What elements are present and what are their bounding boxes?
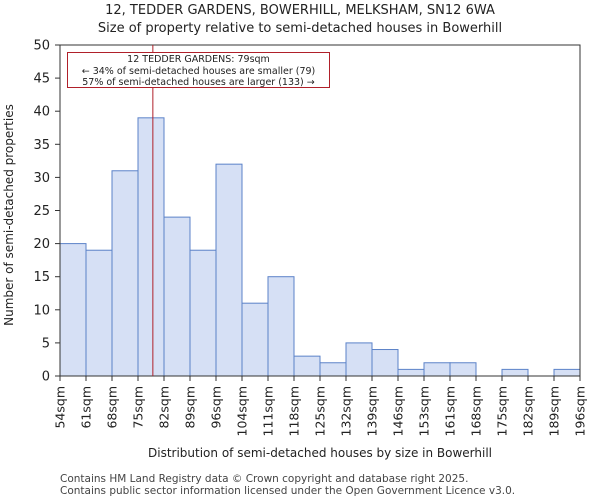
bar-161sqm <box>449 362 477 377</box>
bar-118sqm <box>293 355 321 377</box>
annotation-line-2: ← 34% of semi-detached houses are smalle… <box>81 65 316 77</box>
bar-75sqm <box>137 117 165 377</box>
x-axis-ticks: 54sqm 61sqm 68sqm 75sqm 82sqm 89sqm 96sqm 104sq… <box>53 376 588 436</box>
bar-189sqm <box>553 368 581 377</box>
bar-153sqm <box>423 362 451 377</box>
footer-copyright: Contains HM Land Registry data © Crown c… <box>60 473 469 485</box>
footer-licence: Contains public sector information licen… <box>60 485 516 497</box>
y-tick-label: 15 <box>33 270 50 285</box>
y-tick-label: 45 <box>33 72 50 87</box>
annotation-box: 12 TEDDER GARDENS: 79sqm ← 34% of semi-d… <box>67 52 330 88</box>
bar-175sqm <box>501 368 529 377</box>
x-tick-label: 61sqm <box>79 386 94 429</box>
x-tick-label: 153sqm <box>417 386 432 436</box>
x-tick-label: 161sqm <box>443 386 458 436</box>
y-tick-label: 20 <box>33 237 50 252</box>
bar-68sqm <box>111 170 139 377</box>
x-tick-label: 68sqm <box>105 386 120 429</box>
bar-139sqm <box>371 349 399 377</box>
y-tick-label: 35 <box>33 138 50 153</box>
x-tick-label: 89sqm <box>183 386 198 429</box>
x-tick-label: 96sqm <box>209 386 224 429</box>
bar-132sqm <box>345 342 373 377</box>
bar-82sqm <box>163 216 191 377</box>
bar-111sqm <box>267 276 295 377</box>
chart-subtitle: Size of property relative to semi-detach… <box>97 21 503 36</box>
x-tick-label: 182sqm <box>521 386 536 436</box>
x-tick-label: 189sqm <box>547 386 562 436</box>
bar-104sqm <box>241 302 269 377</box>
y-axis-label: Number of semi-detached properties <box>2 104 16 326</box>
x-tick-label: 118sqm <box>287 386 302 436</box>
bar-89sqm <box>189 249 217 377</box>
bar-54sqm <box>59 243 87 377</box>
histogram-chart: 0 5 10 15 20 25 30 35 40 45 50 54sqm 61sqm 68sqm 75sq… <box>2 39 588 461</box>
x-tick-label: 125sqm <box>313 386 328 436</box>
x-tick-label: 146sqm <box>391 386 406 436</box>
annotation-line-3: 57% of semi-detached houses are larger (… <box>82 77 315 88</box>
x-tick-label: 175sqm <box>495 386 510 436</box>
x-tick-label: 196sqm <box>573 386 588 436</box>
y-tick-label: 0 <box>42 370 50 385</box>
y-tick-label: 5 <box>42 336 50 351</box>
bar-125sqm <box>319 362 347 377</box>
y-tick-label: 25 <box>33 204 50 219</box>
x-tick-label: 75sqm <box>131 386 146 429</box>
y-tick-label: 40 <box>33 105 50 120</box>
plot-frame <box>59 44 581 377</box>
y-tick-label: 10 <box>33 303 50 318</box>
y-axis-ticks: 0 5 10 15 20 25 30 35 40 45 50 <box>33 39 60 385</box>
x-tick-label: 132sqm <box>339 386 354 436</box>
x-tick-label: 54sqm <box>53 386 68 429</box>
bar-96sqm <box>215 163 243 377</box>
x-tick-label: 104sqm <box>235 386 250 436</box>
x-tick-label: 168sqm <box>469 386 484 436</box>
bar-146sqm <box>397 368 425 377</box>
y-tick-label: 30 <box>33 171 50 186</box>
annotation-line-1: 12 TEDDER GARDENS: 79sqm <box>127 54 270 65</box>
y-tick-label: 50 <box>33 39 50 54</box>
bar-61sqm <box>85 249 113 377</box>
bars-group <box>59 117 581 377</box>
x-tick-label: 82sqm <box>157 386 172 429</box>
x-tick-label: 139sqm <box>365 386 380 436</box>
chart-title: 12, TEDDER GARDENS, BOWERHILL, MELKSHAM,… <box>105 3 495 18</box>
x-axis-label: Distribution of semi-detached houses by … <box>148 446 492 460</box>
x-tick-label: 111sqm <box>261 386 276 436</box>
